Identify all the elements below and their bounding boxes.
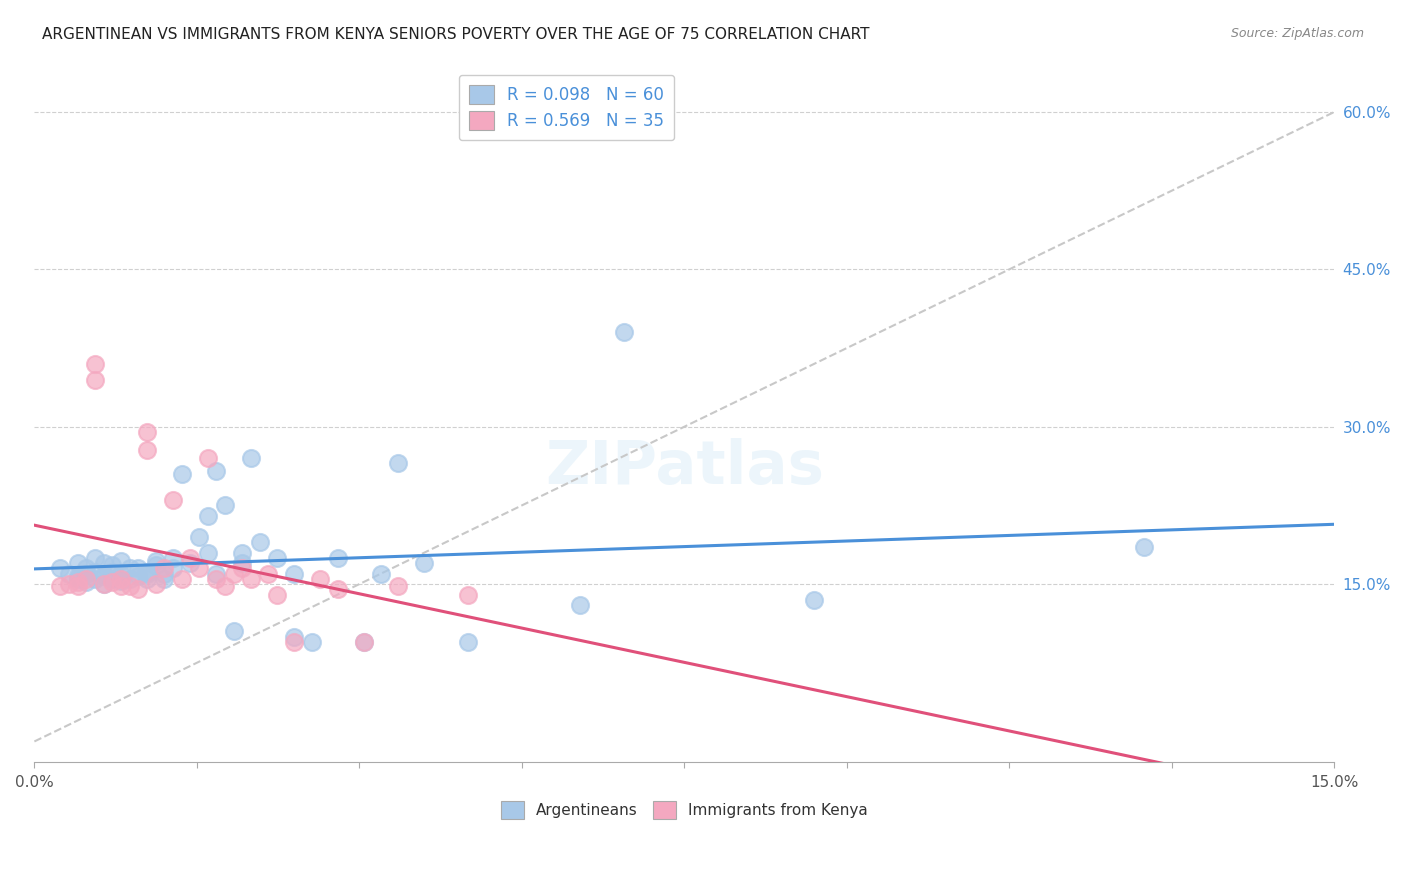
Point (613, 326, 636, 340)
Point (162, 550, 184, 565)
Point (118, 561, 141, 575)
Point (283, 635, 305, 649)
Point (153, 561, 176, 575)
Point (283, 630, 305, 644)
Point (370, 566, 392, 581)
Point (66, 579, 89, 593)
Point (110, 579, 132, 593)
Point (205, 566, 228, 581)
Point (266, 588, 288, 602)
Point (66, 556, 89, 570)
Point (145, 554, 167, 568)
Point (353, 635, 375, 649)
Point (93, 556, 115, 570)
Point (188, 530, 211, 544)
Point (145, 558, 167, 573)
Point (387, 457, 409, 471)
Point (101, 558, 124, 573)
Point (170, 572, 193, 586)
Point (66, 572, 89, 586)
Point (84, 373, 107, 387)
Point (127, 561, 149, 575)
Point (326, 550, 349, 565)
Text: Source: ZipAtlas.com: Source: ZipAtlas.com (1230, 27, 1364, 40)
Point (58, 566, 80, 581)
Point (75, 566, 97, 581)
Point (84, 550, 107, 565)
Point (118, 579, 141, 593)
Point (266, 550, 288, 565)
Point (153, 572, 176, 586)
Point (214, 499, 236, 513)
Point (93, 577, 115, 591)
Point (197, 546, 219, 560)
Point (231, 546, 253, 560)
Point (93, 577, 115, 591)
Point (569, 598, 592, 612)
Point (205, 464, 228, 478)
Point (162, 561, 184, 575)
Point (413, 556, 436, 570)
Point (231, 556, 253, 570)
Point (84, 572, 107, 586)
Text: ZIPatlas: ZIPatlas (544, 438, 824, 497)
Point (136, 565, 159, 579)
Point (101, 572, 124, 586)
Point (309, 572, 332, 586)
Point (240, 451, 263, 466)
Point (127, 568, 149, 582)
Point (803, 592, 825, 607)
Point (110, 554, 132, 568)
Point (136, 425, 159, 439)
Point (353, 635, 375, 649)
Point (457, 588, 479, 602)
Point (136, 442, 159, 457)
Point (118, 572, 141, 586)
Point (66, 574, 89, 589)
Point (110, 572, 132, 586)
Point (222, 624, 245, 639)
Point (153, 566, 176, 581)
Point (84, 357, 107, 371)
Point (136, 566, 159, 581)
Point (93, 568, 115, 582)
Point (179, 556, 201, 570)
Point (179, 550, 201, 565)
Point (240, 572, 263, 586)
Point (110, 574, 132, 588)
Point (214, 579, 236, 593)
Point (162, 493, 184, 508)
Point (75, 574, 97, 589)
Point (301, 635, 323, 649)
Point (205, 572, 228, 586)
Point (1132, 541, 1154, 555)
Point (326, 582, 349, 597)
Point (101, 574, 124, 589)
Point (457, 635, 479, 649)
Point (84, 565, 107, 579)
Point (145, 577, 167, 591)
Point (127, 582, 149, 597)
Point (101, 565, 124, 579)
Point (110, 566, 132, 581)
Point (75, 561, 97, 575)
Point (283, 566, 305, 581)
Point (387, 579, 409, 593)
Text: ARGENTINEAN VS IMMIGRANTS FROM KENYA SENIORS POVERTY OVER THE AGE OF 75 CORRELAT: ARGENTINEAN VS IMMIGRANTS FROM KENYA SEN… (42, 27, 870, 42)
Point (197, 451, 219, 466)
Point (188, 561, 211, 575)
Point (170, 467, 193, 481)
Point (257, 566, 280, 581)
Point (49, 579, 72, 593)
Point (222, 566, 245, 581)
Point (66, 568, 89, 582)
Point (58, 577, 80, 591)
Point (197, 508, 219, 523)
Point (49, 561, 72, 575)
Point (249, 535, 271, 549)
Point (75, 572, 97, 586)
Point (231, 561, 253, 575)
Legend: Argentineans, Immigrants from Kenya: Argentineans, Immigrants from Kenya (495, 795, 875, 825)
Point (136, 572, 159, 586)
